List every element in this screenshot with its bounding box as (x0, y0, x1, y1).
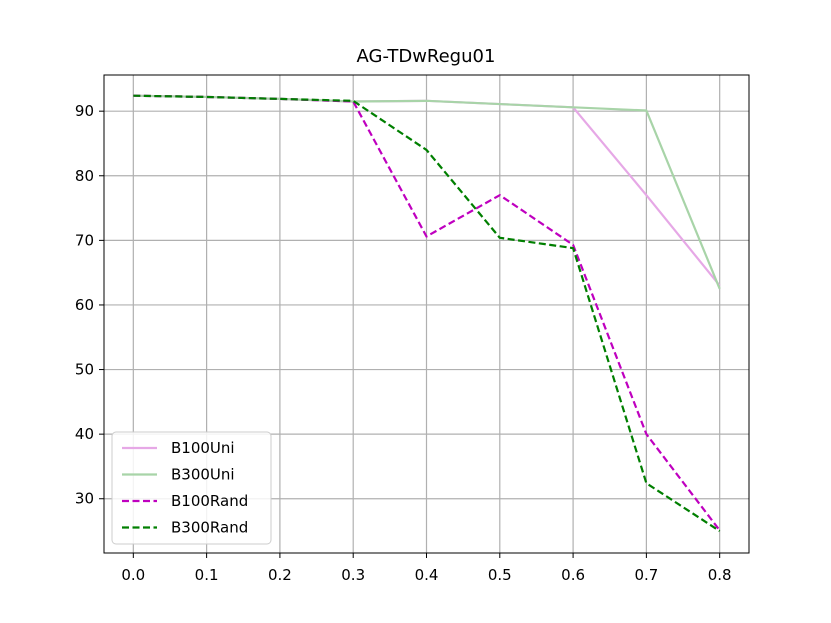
series-line-b300rand (133, 94, 721, 532)
x-tick-label: 0.8 (708, 566, 732, 584)
legend-label: B100Rand (171, 492, 248, 510)
x-tick-label: 0.0 (121, 566, 145, 584)
x-tick-label: 0.7 (634, 566, 658, 584)
legend: B100Uni B300Uni B100Rand B300Rand (111, 431, 272, 545)
legend-box (111, 431, 272, 545)
legend-label: B300Rand (171, 519, 248, 537)
grid (104, 75, 749, 553)
x-axis: 0.0 0.1 0.2 0.3 0.4 0.5 0.6 0.7 0.8 (121, 553, 732, 584)
y-tick-label: 60 (75, 296, 94, 314)
legend-label: B300Uni (171, 466, 235, 484)
y-tick-label: 50 (75, 361, 94, 379)
x-tick-label: 0.6 (561, 566, 585, 584)
y-tick-label: 30 (75, 490, 94, 508)
y-axis: 30 40 50 60 70 80 90 (75, 102, 104, 508)
x-tick-label: 0.4 (415, 566, 439, 584)
y-tick-label: 40 (75, 425, 94, 443)
legend-label: B100Uni (171, 439, 235, 457)
chart-title: AG-TDwRegu01 (357, 46, 496, 67)
x-tick-label: 0.2 (268, 566, 292, 584)
x-tick-label: 0.5 (488, 566, 512, 584)
series-lines (133, 94, 721, 532)
x-tick-label: 0.3 (341, 566, 365, 584)
x-tick-label: 0.1 (195, 566, 219, 584)
y-tick-label: 70 (75, 231, 94, 249)
y-tick-label: 90 (75, 102, 94, 120)
y-tick-label: 80 (75, 167, 94, 185)
